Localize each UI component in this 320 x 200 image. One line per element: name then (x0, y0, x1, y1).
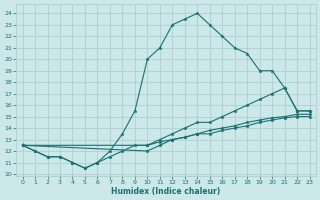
X-axis label: Humidex (Indice chaleur): Humidex (Indice chaleur) (111, 187, 221, 196)
